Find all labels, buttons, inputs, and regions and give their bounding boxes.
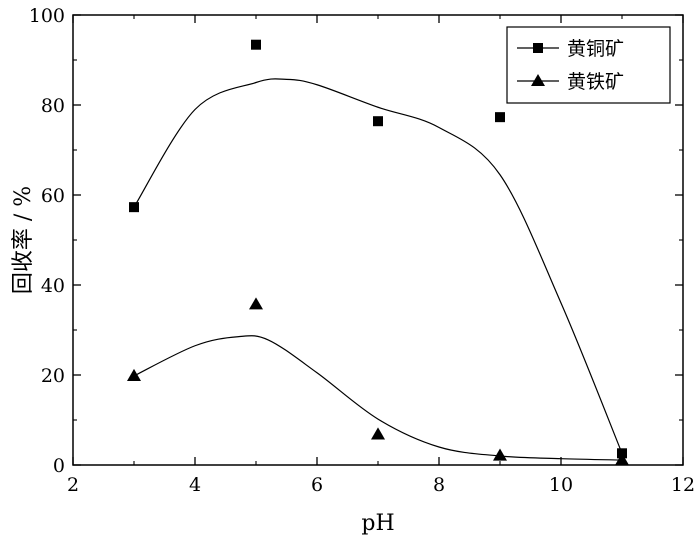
x-tick-label: 4: [189, 474, 201, 496]
axes: 2 4 6 8 10 12 0 20 40 60 80 100: [29, 5, 695, 496]
legend-box: [506, 26, 671, 104]
y-tick-label: 80: [41, 95, 65, 117]
x-tick-label: 6: [311, 474, 323, 496]
pyrite-point: [127, 368, 141, 381]
x-tick-label: 10: [549, 474, 573, 496]
legend-label-chalcopyrite: 黄铜矿: [567, 38, 624, 60]
y-tick-label: 100: [29, 5, 65, 27]
chalcopyrite-point: [129, 202, 139, 213]
pyrite-point: [371, 427, 385, 440]
y-tick-label: 20: [41, 365, 65, 387]
legend-marker-pyrite: [531, 74, 545, 87]
chalcopyrite-point: [373, 116, 383, 127]
pyrite-point: [615, 453, 629, 466]
legend-label-pyrite: 黄铁矿: [567, 71, 624, 93]
x-tick-label: 8: [433, 474, 445, 496]
x-tick-label: 12: [671, 474, 695, 496]
x-axis-title: pH: [361, 511, 394, 536]
pyrite-fit-line: [133, 335, 623, 461]
chalcopyrite-fit-line: [133, 78, 623, 454]
y-tick-label: 40: [41, 275, 65, 297]
chalcopyrite-point: [495, 112, 505, 123]
y-tick-label: 60: [41, 185, 65, 207]
x-tick-label: 2: [67, 474, 79, 496]
legend-marker-chalcopyrite: [533, 43, 543, 53]
pyrite-point: [493, 448, 507, 461]
chalcopyrite-point: [251, 39, 261, 50]
plot-area: [127, 39, 629, 466]
y-axis-title: 回收率 / %: [11, 186, 36, 294]
pyrite-point: [249, 297, 263, 310]
y-tick-label: 0: [53, 455, 65, 477]
